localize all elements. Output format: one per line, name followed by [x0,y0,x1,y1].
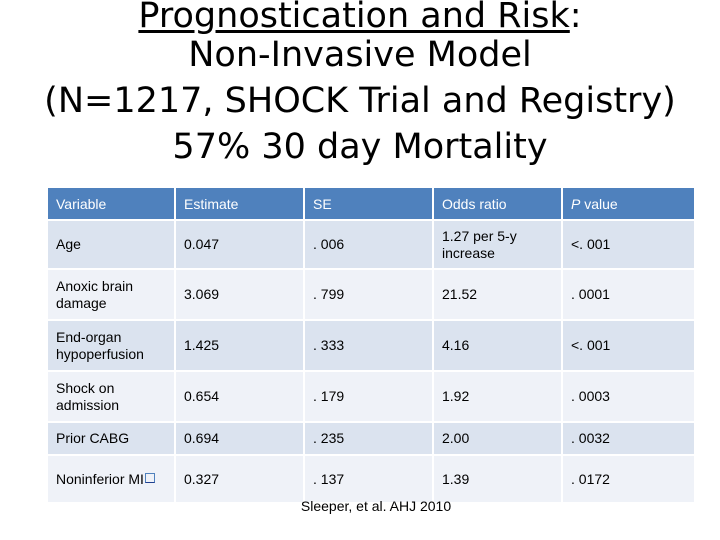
header-p-suffix: value [580,195,618,212]
cell-variable: Noninferior MI [48,455,176,504]
cell-estimate: 0.694 [175,422,305,456]
cell-estimate: 3.069 [175,269,305,321]
table-row: Age 0.047 . 006 1.27 per 5-y increase <.… [48,220,694,270]
cell-odds-ratio: 2.00 [433,422,563,456]
cell-se: . 235 [304,422,434,456]
cell-p-value: . 0001 [562,269,694,321]
cell-estimate: 0.327 [175,455,305,504]
citation: Sleeper, et al. AHJ 2010 [300,498,452,514]
cell-se: . 006 [304,220,434,270]
title-underlined-text: Prognostication and Risk [138,0,570,36]
cell-p-value: . 0032 [562,422,694,456]
cell-variable: Age [48,220,176,270]
cell-estimate: 0.654 [175,371,305,423]
cell-p-value: <. 001 [562,220,694,270]
cell-variable: End-organ hypoperfusion [48,320,176,372]
cell-variable: Anoxic brain damage [48,269,176,321]
cell-odds-ratio: 1.92 [433,371,563,423]
cell-variable-text: Noninferior MI [56,470,144,487]
cell-odds-ratio: 21.52 [433,269,563,321]
cell-se: . 179 [304,371,434,423]
table-row: Noninferior MI 0.327 . 137 1.39 . 0172 [48,455,694,504]
title-line-1: Prognostication and Risk: [0,0,720,34]
header-p-value: P value [562,188,694,221]
header-odds-ratio: Odds ratio [433,188,563,221]
cell-variable: Prior CABG [48,422,176,456]
cell-se: . 333 [304,320,434,372]
table-header-row: Variable Estimate SE Odds ratio P value [48,188,694,221]
title-line-4: 57% 30 day Mortality [172,127,548,167]
title-colon: : [569,0,582,36]
title-line-2: Non-Invasive Model [188,35,532,75]
cell-p-value: . 0003 [562,371,694,423]
cell-odds-ratio: 1.39 [433,455,563,504]
slide-title: Prognostication and Risk: Non-Invasive M… [0,0,720,170]
placeholder-box-icon [144,472,155,483]
header-estimate: Estimate [175,188,305,221]
cell-odds-ratio: 1.27 per 5-y increase [433,220,563,270]
cell-p-value: <. 001 [562,320,694,372]
cell-se: . 137 [304,455,434,504]
table-row: End-organ hypoperfusion 1.425 . 333 4.16… [48,320,694,372]
table-row: Anoxic brain damage 3.069 . 799 21.52 . … [48,269,694,321]
header-variable: Variable [48,188,176,221]
header-p-italic: P [571,195,581,212]
cell-se: . 799 [304,269,434,321]
table-row: Prior CABG 0.694 . 235 2.00 . 0032 [48,422,694,456]
cell-variable: Shock on admission [48,371,176,423]
cell-estimate: 0.047 [175,220,305,270]
cell-odds-ratio: 4.16 [433,320,563,372]
risk-model-table: Variable Estimate SE Odds ratio P value … [48,188,694,504]
table-row: Shock on admission 0.654 . 179 1.92 . 00… [48,371,694,423]
cell-p-value: . 0172 [562,455,694,504]
title-line-3: (N=1217, SHOCK Trial and Registry) [44,81,676,121]
cell-estimate: 1.425 [175,320,305,372]
header-se: SE [304,188,434,221]
